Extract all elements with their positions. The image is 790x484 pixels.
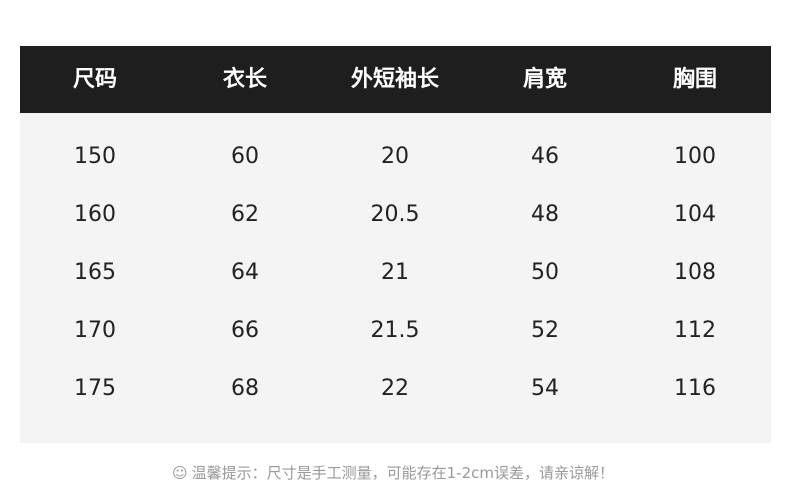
- table-cell: 46: [531, 144, 559, 169]
- table-row: 150 60 20 46 100: [20, 128, 771, 186]
- table-cell: 160: [74, 202, 116, 227]
- table-cell: 20: [381, 144, 409, 169]
- table-row: 170 66 21.5 52 112: [20, 302, 771, 360]
- table-cell: 165: [74, 260, 116, 285]
- header-cell: 衣长: [222, 67, 267, 92]
- header-cell: 胸围: [672, 67, 717, 92]
- table-cell: 112: [674, 318, 716, 343]
- header-cell: 外短袖长: [350, 67, 439, 92]
- header-cell: 尺码: [72, 67, 117, 92]
- table-cell: 60: [231, 144, 259, 169]
- table-cell: 150: [74, 144, 116, 169]
- table-cell: 175: [74, 376, 116, 401]
- table-cell: 21: [381, 260, 409, 285]
- table-cell: 104: [674, 202, 716, 227]
- table-cell: 64: [231, 260, 259, 285]
- table-cell: 68: [231, 376, 259, 401]
- table-cell: 116: [674, 376, 716, 401]
- size-chart-table: 尺码 衣长 外短袖长 肩宽 胸围 150 60 20 46 100 160 62 20.5 48…: [20, 46, 771, 443]
- table-cell: 108: [674, 260, 716, 285]
- table-cell: 52: [531, 318, 559, 343]
- table-row: 165 64 21 50 108: [20, 244, 771, 302]
- table-cell: 170: [74, 318, 116, 343]
- table-row: 175 68 22 54 116: [20, 360, 771, 418]
- table-body: 150 60 20 46 100 160 62 20.5 48 104 165 64 21 50 108 17…: [20, 113, 771, 443]
- table-cell: 20.5: [370, 202, 420, 227]
- table-cell: 66: [231, 318, 259, 343]
- table-cell: 48: [531, 202, 559, 227]
- smiley-icon: ☺: [171, 464, 188, 482]
- header-cell: 肩宽: [522, 67, 567, 92]
- footer-note: ☺ 温馨提示：尺寸是手工测量，可能存在1-2cm误差，请亲谅解！: [0, 462, 790, 483]
- table-header: 尺码 衣长 外短袖长 肩宽 胸围: [20, 46, 771, 113]
- table-cell: 21.5: [370, 318, 420, 343]
- table-cell: 62: [231, 202, 259, 227]
- table-cell: 50: [531, 260, 559, 285]
- note-text: 温馨提示：尺寸是手工测量，可能存在1-2cm误差，请亲谅解！: [191, 464, 614, 482]
- table-cell: 22: [381, 376, 409, 401]
- table-cell: 54: [531, 376, 559, 401]
- table-cell: 100: [674, 144, 716, 169]
- table-row: 160 62 20.5 48 104: [20, 186, 771, 244]
